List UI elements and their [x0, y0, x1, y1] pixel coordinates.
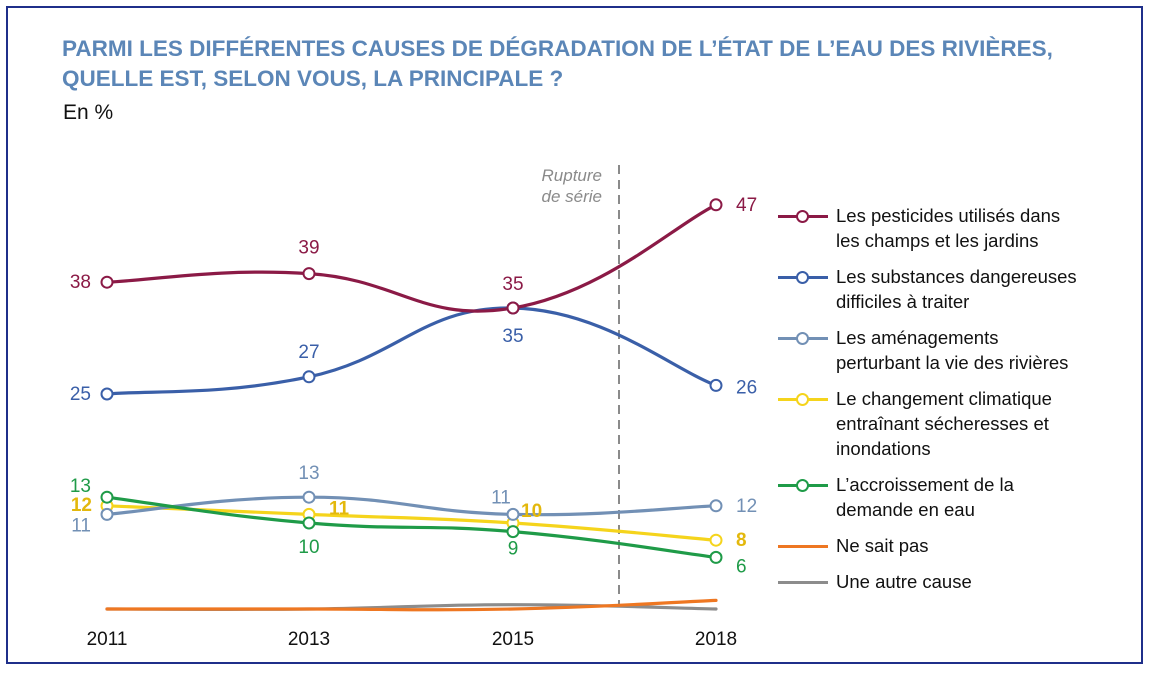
- data-point-marker: [709, 378, 723, 392]
- data-point-marker: [506, 507, 520, 521]
- legend-marker: [796, 210, 809, 223]
- data-point-marker: [302, 370, 316, 384]
- data-point-marker: [100, 490, 114, 504]
- data-label: 8: [736, 530, 747, 551]
- legend-label: Les pesticides utilisés dans: [836, 205, 1061, 226]
- legend-swatch: [778, 271, 828, 284]
- series-line: [105, 203, 718, 313]
- data-label: 13: [70, 476, 91, 497]
- data-label: 35: [502, 326, 523, 347]
- data-label: 39: [298, 238, 319, 259]
- data-point-marker: [302, 490, 316, 504]
- x-tick-label: 2015: [492, 629, 534, 650]
- data-point-marker: [709, 533, 723, 547]
- chart-title: PARMI LES DIFFÉRENTES CAUSES DE DÉGRADAT…: [62, 36, 1053, 91]
- legend-label: Ne sait pas: [836, 535, 929, 556]
- x-axis: 2011 2013 2015 2018: [87, 629, 738, 650]
- legend-item: Ne sait pas: [778, 533, 1138, 558]
- legend-label: perturbant la vie des rivières: [836, 352, 1069, 373]
- data-point-marker: [709, 499, 723, 513]
- legend-label: les champs et les jardins: [836, 230, 1039, 251]
- data-label: 25: [70, 384, 91, 405]
- data-point-marker: [100, 507, 114, 521]
- legend-label: Une autre cause: [836, 571, 972, 592]
- data-label: 26: [736, 377, 757, 398]
- legend-item: L’accroissement de la demande en eau: [778, 472, 1138, 522]
- series-line: [105, 598, 718, 612]
- data-label: 10: [521, 501, 542, 522]
- legend-label: difficiles à traiter: [836, 291, 970, 312]
- data-point-marker: [100, 275, 114, 289]
- data-label: 12: [736, 496, 757, 517]
- legend-label: Les aménagements: [836, 327, 999, 348]
- data-label: 27: [298, 342, 319, 363]
- break-annotation-line2: de série: [542, 187, 602, 206]
- data-point-marker: [506, 525, 520, 539]
- x-tick-label: 2013: [288, 629, 330, 650]
- unit-label: En %: [63, 101, 114, 124]
- data-label: 11: [71, 515, 91, 536]
- legend-label: Les substances dangereuses: [836, 266, 1077, 287]
- legend-swatch: [778, 332, 828, 345]
- data-point-marker: [302, 267, 316, 281]
- x-tick-label: 2011: [87, 629, 128, 650]
- data-label: 12: [71, 495, 92, 516]
- legend-swatch: [778, 210, 828, 223]
- break-annotation-line1: Rupture: [542, 166, 602, 185]
- data-label: 35: [502, 274, 523, 295]
- legend-item: Les aménagements perturbant la vie des ri…: [778, 325, 1138, 375]
- data-label: 47: [736, 195, 757, 216]
- data-point-marker: [302, 516, 316, 530]
- legend-item: Les substances dangereuses difficiles à t…: [778, 264, 1138, 314]
- data-point-marker: [100, 387, 114, 401]
- data-label: 13: [298, 463, 319, 484]
- legend-swatch: [778, 581, 828, 584]
- series-line: [105, 306, 718, 396]
- legend-marker: [796, 271, 809, 284]
- data-point-marker: [506, 301, 520, 315]
- data-label: 6: [736, 556, 747, 577]
- data-label: 38: [70, 272, 91, 293]
- legend-swatch: [778, 545, 828, 548]
- data-label: 9: [508, 539, 519, 560]
- legend: Les pesticides utilisés dans les champs e…: [778, 203, 1138, 605]
- legend-marker: [796, 479, 809, 492]
- legend-label: L’accroissement de la: [836, 474, 1014, 495]
- data-point-marker: [709, 550, 723, 564]
- x-tick-label: 2018: [695, 629, 737, 650]
- legend-swatch: [778, 393, 828, 406]
- series-line: [105, 495, 718, 517]
- legend-label: entraînant sécheresses et: [836, 413, 1049, 434]
- legend-marker: [796, 332, 809, 345]
- legend-marker: [796, 393, 809, 406]
- data-point-marker: [709, 198, 723, 212]
- legend-label: inondations: [836, 438, 931, 459]
- data-label: 11: [491, 487, 511, 508]
- data-label: 11: [329, 498, 350, 519]
- legend-swatch: [778, 479, 828, 492]
- series-line: [105, 495, 718, 559]
- chart-frame: [6, 6, 1143, 664]
- legend-label: demande en eau: [836, 499, 975, 520]
- legend-item: Une autre cause: [778, 569, 1138, 594]
- legend-item: Le changement climatique entraînant séche…: [778, 386, 1138, 461]
- legend-label: Le changement climatique: [836, 388, 1052, 409]
- legend-item: Les pesticides utilisés dans les champs e…: [778, 203, 1138, 253]
- data-label: 10: [298, 537, 319, 558]
